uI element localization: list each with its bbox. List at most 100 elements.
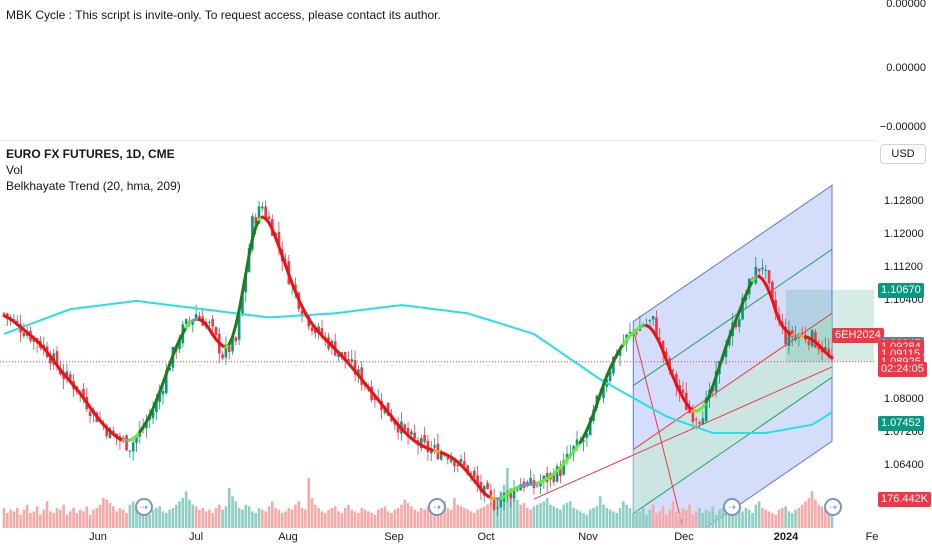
regression-channel xyxy=(533,184,874,528)
candle-body xyxy=(264,206,267,218)
candle-body xyxy=(668,358,672,371)
volume-bar xyxy=(88,514,92,528)
volume-bar xyxy=(559,509,562,528)
volume-bar xyxy=(211,513,214,528)
volume-bar xyxy=(151,509,155,528)
candle-body xyxy=(608,371,612,382)
candle-body xyxy=(771,281,774,299)
trend-segment xyxy=(598,383,605,396)
candle-body xyxy=(509,493,513,499)
trend-segment xyxy=(231,323,238,339)
candle-body xyxy=(267,216,271,220)
candle-body xyxy=(284,259,287,261)
volume-bar xyxy=(161,511,165,528)
volume-bar xyxy=(264,511,267,528)
dividend-event-icon[interactable]: ⇢ xyxy=(824,498,842,516)
candle-body xyxy=(449,459,453,462)
volume-bar xyxy=(111,506,115,528)
volume-bar xyxy=(615,513,619,528)
candle-body xyxy=(456,464,460,467)
volume-bar xyxy=(602,504,605,528)
volume-bar xyxy=(393,509,397,528)
volume-bar xyxy=(449,509,453,528)
volume-bar xyxy=(416,511,420,528)
candle-body xyxy=(691,412,695,422)
candle-body xyxy=(135,436,138,443)
candle-body xyxy=(155,401,158,412)
trend-segment xyxy=(601,374,609,387)
dividend-event-icon[interactable]: ⇢ xyxy=(135,498,153,516)
trend-legend[interactable]: Belkhayate Trend (20, hma, 209) xyxy=(6,179,181,193)
indicator-pane[interactable]: MBK Cycle : This script is invite-only. … xyxy=(0,0,932,140)
volume-bar xyxy=(489,503,493,528)
trend-segment xyxy=(168,353,175,367)
volume-bar xyxy=(453,498,456,528)
price-tick: 1.11200 xyxy=(884,260,923,273)
candle-body xyxy=(353,359,357,375)
candle-body xyxy=(261,206,264,209)
symbol-title[interactable]: EURO FX FUTURES, 1D, CME xyxy=(6,147,175,161)
volume-bar xyxy=(65,514,69,528)
pane-separator[interactable] xyxy=(0,140,876,141)
trend-segment xyxy=(161,372,168,385)
candle-body xyxy=(492,497,496,510)
volume-bar xyxy=(247,506,251,528)
candle-body xyxy=(244,274,248,293)
volume-legend[interactable]: Vol xyxy=(6,163,23,177)
volume-bar xyxy=(201,508,205,528)
price-chart[interactable] xyxy=(0,141,876,528)
volume-bar xyxy=(807,498,811,528)
price-axis[interactable]: 1.12800 1.12000 1.11200 1.10400 1.08000 1.072… xyxy=(876,0,932,530)
dividend-event-icon[interactable]: ⇢ xyxy=(428,498,446,516)
currency-button[interactable]: USD xyxy=(880,144,926,164)
volume-bar xyxy=(747,509,751,528)
trend-segment xyxy=(234,308,241,327)
candle-body xyxy=(701,418,705,425)
candle-body xyxy=(211,319,214,327)
volume-bar xyxy=(138,509,142,528)
volume-bar xyxy=(330,508,334,528)
volume-bar xyxy=(317,508,320,528)
candle-body xyxy=(588,417,592,436)
candle-body xyxy=(658,337,662,339)
volume-bar xyxy=(181,498,185,528)
volume-bar xyxy=(827,508,830,528)
volume-bar xyxy=(820,506,824,528)
volume-bar xyxy=(781,508,784,528)
dividend-event-icon[interactable]: ⇢ xyxy=(723,498,741,516)
trend-segment xyxy=(707,384,715,397)
volume-bar xyxy=(691,514,695,528)
trend-segment xyxy=(661,349,668,362)
volume-bar xyxy=(155,508,158,528)
volume-bar xyxy=(552,506,556,528)
candle-body xyxy=(423,434,426,443)
time-axis[interactable]: Jun Jul Aug Sep Oct Nov Dec 2024 Fe xyxy=(0,528,932,550)
candle-body xyxy=(221,354,224,359)
candle-body xyxy=(184,319,188,324)
volume-bar xyxy=(22,509,26,528)
cycle-curve xyxy=(3,299,833,434)
volume-bar xyxy=(751,513,754,528)
volume-bar xyxy=(128,504,132,528)
volume-bar xyxy=(337,511,340,528)
volume-bar xyxy=(681,508,685,528)
candle-body xyxy=(234,337,238,342)
volume-bar xyxy=(2,508,6,528)
candle-body xyxy=(539,482,542,487)
volume-bar xyxy=(194,506,198,528)
trend-segment xyxy=(240,272,248,294)
volume-bar xyxy=(290,509,294,528)
candle-body xyxy=(88,411,92,417)
volume-bar xyxy=(668,509,672,528)
volume-bar xyxy=(658,511,662,528)
candle-body xyxy=(2,312,6,314)
candle-body xyxy=(386,402,390,416)
candle-body xyxy=(406,428,410,438)
volume-bar xyxy=(370,513,373,528)
trend-segment xyxy=(250,225,258,241)
volume-bar xyxy=(463,508,466,528)
volume-bar xyxy=(32,511,36,528)
volume-bar xyxy=(396,508,400,528)
candle-body xyxy=(198,315,201,318)
volume-bar xyxy=(638,511,642,528)
